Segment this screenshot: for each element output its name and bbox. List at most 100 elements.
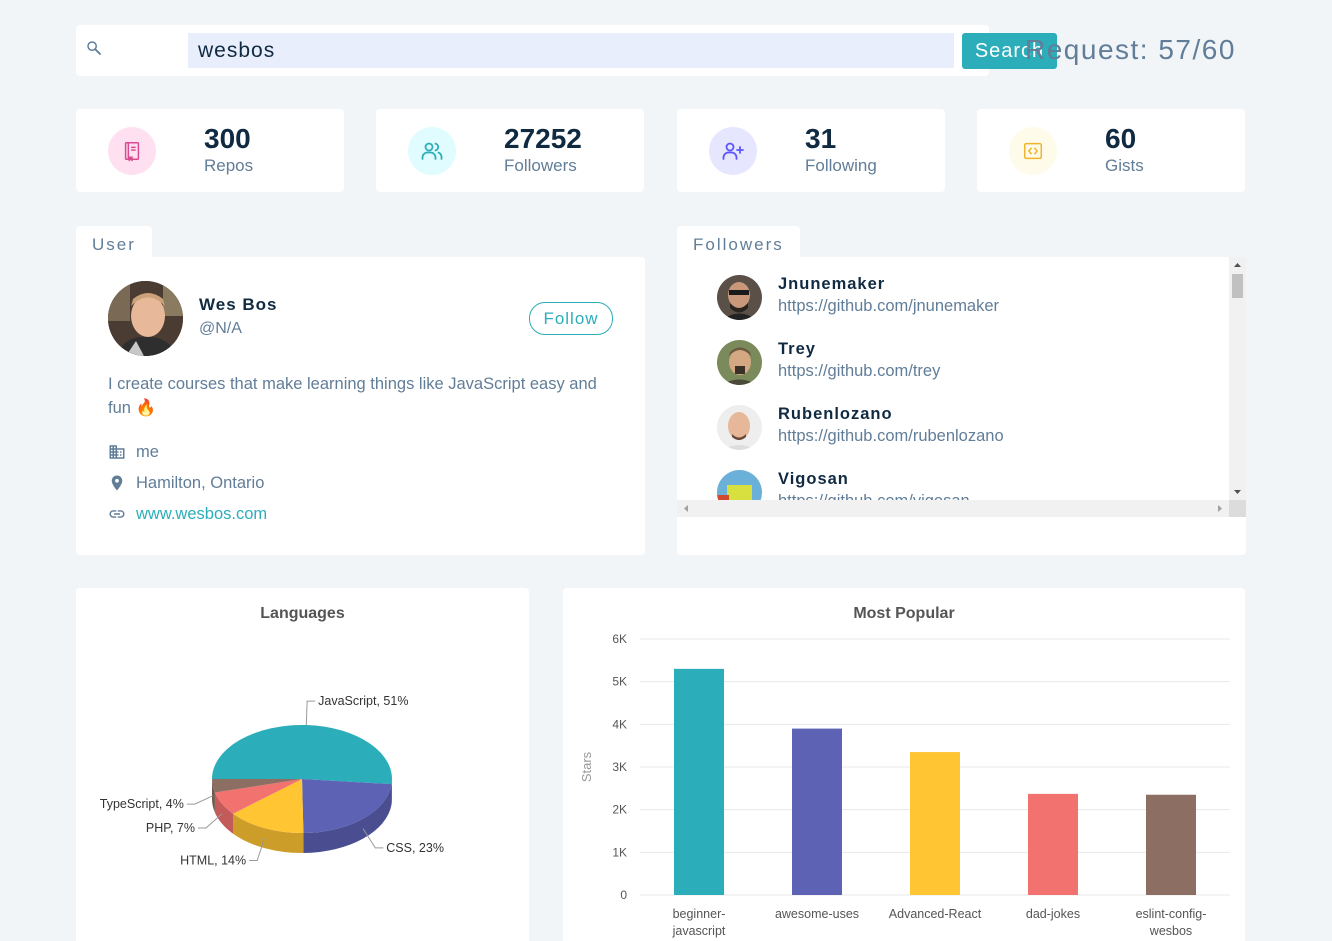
bar[interactable] xyxy=(674,668,724,895)
pie-slice[interactable] xyxy=(233,779,304,833)
y-tick-label: 6K xyxy=(612,632,627,646)
followers-horizontal-scrollbar[interactable] xyxy=(677,500,1229,517)
pie-label-connector xyxy=(198,813,223,829)
stat-card-followers: 27252 Followers xyxy=(376,109,644,192)
pie-slice-side xyxy=(233,813,304,853)
y-axis-label: Stars xyxy=(579,751,594,782)
followers-card: Jnunemaker https://github.com/jnunemaker… xyxy=(677,257,1246,555)
pie-label-connector xyxy=(362,828,384,849)
x-tick-label: beginner- xyxy=(673,907,726,921)
follow-button[interactable]: Follow xyxy=(529,302,613,335)
scroll-right-arrow-icon[interactable] xyxy=(1214,500,1226,517)
follower-avatar xyxy=(717,340,762,385)
x-tick-label: Advanced-React xyxy=(889,907,982,921)
following-label: Following xyxy=(805,156,877,175)
y-tick-label: 3K xyxy=(612,760,627,774)
pie-slice[interactable] xyxy=(214,779,302,814)
x-tick-label: javascript xyxy=(672,924,726,938)
tab-followers: Followers xyxy=(677,226,800,258)
y-tick-label: 4K xyxy=(612,717,627,731)
pie-label: TypeScript, 4% xyxy=(100,797,184,811)
scroll-up-arrow-icon[interactable] xyxy=(1229,259,1246,271)
stat-card-repos: 300 Repos xyxy=(76,109,344,192)
follower-name: Vigosan xyxy=(778,470,849,488)
gists-count: 60 xyxy=(1105,123,1137,154)
stat-card-gists: 60 Gists xyxy=(977,109,1245,192)
pie-label-connector xyxy=(305,700,316,726)
follower-name: Rubenlozano xyxy=(778,405,893,423)
y-tick-label: 1K xyxy=(612,845,627,859)
popular-chart-card: Most Popular 0 1K 2K 3K 4K 5K 6K Stars beginner-… xyxy=(563,588,1245,941)
scrollbar-thumb[interactable] xyxy=(1232,274,1243,298)
followers-count: 27252 xyxy=(504,123,582,154)
scrollbar-corner xyxy=(1229,500,1246,517)
user-handle: @N/A xyxy=(199,320,242,337)
x-tick-label: dad-jokes xyxy=(1026,907,1080,921)
popular-chart-title: Most Popular xyxy=(853,605,955,622)
scroll-down-arrow-icon[interactable] xyxy=(1229,486,1246,498)
blog-link[interactable]: www.wesbos.com xyxy=(136,504,268,523)
building-icon xyxy=(109,445,125,459)
languages-pie-chart: JavaScript, 51% CSS, 23% HTML, 14% PHP, 7% T… xyxy=(100,694,444,867)
request-counter: Request: 57/60 xyxy=(1025,34,1236,65)
x-tick-label: wesbos xyxy=(1149,924,1192,938)
follower-url[interactable]: https://github.com/jnunemaker xyxy=(778,297,1000,315)
pie-label-connector xyxy=(249,837,266,861)
pie-label: PHP, 7% xyxy=(146,821,195,835)
pie-slice-side xyxy=(303,784,392,853)
blog-row: www.wesbos.com xyxy=(108,503,267,525)
followers-list[interactable]: Jnunemaker https://github.com/jnunemaker… xyxy=(677,257,1246,517)
pie-slice-side xyxy=(214,792,234,834)
search-button[interactable]: Search xyxy=(962,33,1057,69)
pie-label: CSS, 23% xyxy=(386,841,444,855)
follower-name: Jnunemaker xyxy=(778,275,886,293)
user-plus-icon xyxy=(709,127,757,175)
company-row: me xyxy=(108,441,159,463)
bar[interactable] xyxy=(910,752,960,895)
x-tick-label: awesome-uses xyxy=(775,907,859,921)
location-text: Hamilton, Ontario xyxy=(136,473,265,492)
users-icon xyxy=(408,127,456,175)
pie-label-connector xyxy=(186,795,213,805)
languages-chart-title: Languages xyxy=(260,605,345,622)
followers-vertical-scrollbar[interactable] xyxy=(1229,257,1246,517)
link-icon xyxy=(109,510,125,518)
follower-avatar xyxy=(717,275,762,320)
repos-count: 300 xyxy=(204,123,251,154)
pie-slice[interactable] xyxy=(302,779,392,833)
pie-slice[interactable] xyxy=(212,779,302,793)
search-input[interactable] xyxy=(188,33,954,68)
followers-label: Followers xyxy=(504,156,577,175)
location-row: Hamilton, Ontario xyxy=(108,472,264,494)
following-count: 31 xyxy=(805,123,837,154)
location-pin-icon xyxy=(111,475,123,491)
x-tick-label: eslint-config- xyxy=(1136,907,1207,921)
tab-user: User xyxy=(76,226,152,258)
user-card: Wes Bos @N/A Follow I create courses tha… xyxy=(76,257,645,555)
search-icon xyxy=(87,41,101,55)
y-tick-label: 5K xyxy=(612,675,627,689)
follower-url[interactable]: https://github.com/trey xyxy=(778,362,941,380)
scroll-left-arrow-icon[interactable] xyxy=(680,500,692,517)
code-file-icon xyxy=(1009,127,1057,175)
follower-name: Trey xyxy=(778,340,816,358)
follower-avatar xyxy=(717,405,762,450)
bar[interactable] xyxy=(792,728,842,895)
bar[interactable] xyxy=(1028,793,1078,895)
y-tick-label: 2K xyxy=(612,803,627,817)
gists-label: Gists xyxy=(1105,156,1144,175)
user-bio: I create courses that make learning thin… xyxy=(108,375,597,417)
follower-url[interactable]: https://github.com/rubenlozano xyxy=(778,427,1004,445)
avatar xyxy=(108,281,183,356)
popular-bar-chart: 0 1K 2K 3K 4K 5K 6K Stars beginner-javascript awe… xyxy=(579,632,1230,938)
repo-book-icon xyxy=(108,127,156,175)
stat-card-following: 31 Following xyxy=(677,109,945,192)
pie-slice-side xyxy=(212,779,215,813)
company-text: me xyxy=(136,442,159,461)
search-bar: Search xyxy=(76,25,1057,76)
languages-chart-card: Languages JavaScript, 51% CSS, 23% HTML, 1… xyxy=(76,588,529,941)
y-tick-label: 0 xyxy=(620,888,627,902)
repos-label: Repos xyxy=(204,156,254,175)
pie-slice[interactable] xyxy=(212,724,392,785)
bar[interactable] xyxy=(1146,794,1196,895)
